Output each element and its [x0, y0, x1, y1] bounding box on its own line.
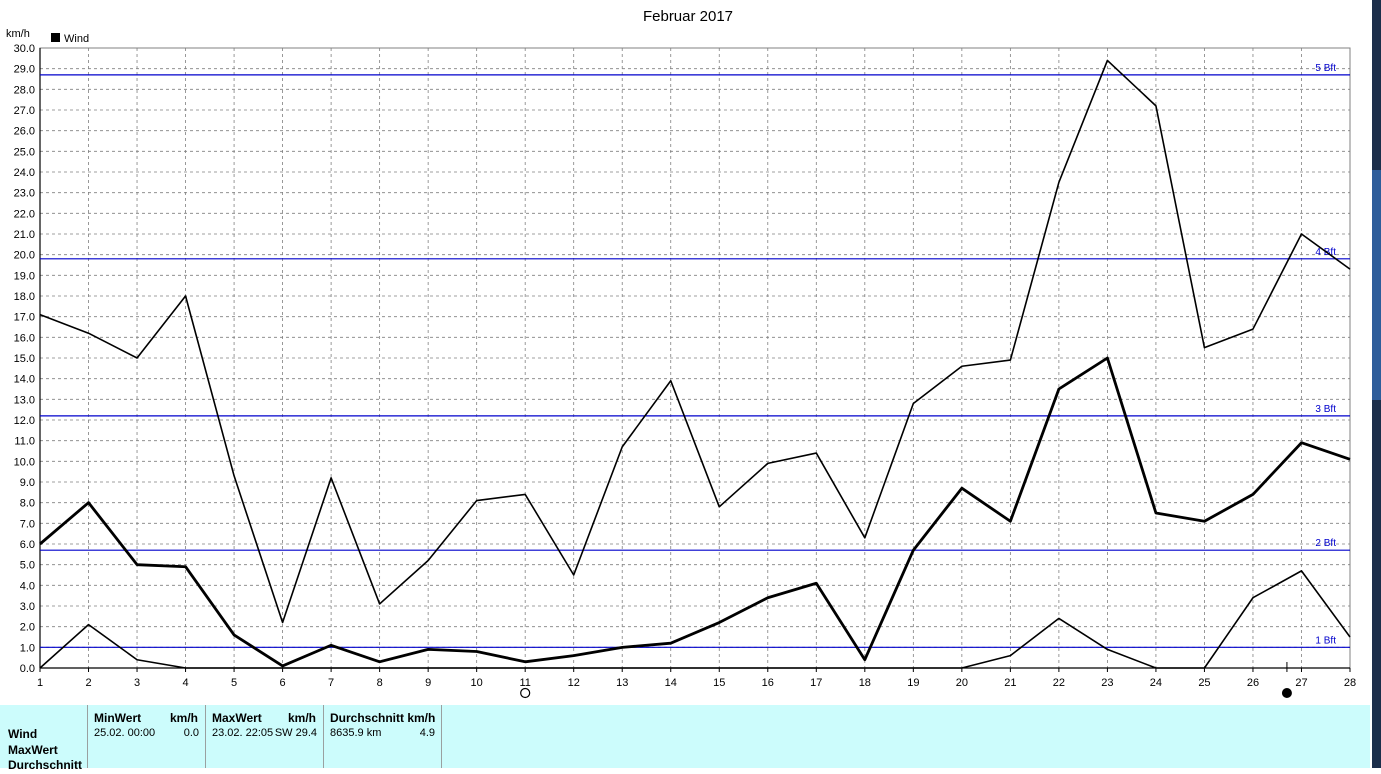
x-tick-label: 27: [1295, 677, 1307, 689]
x-tick-label: 3: [134, 677, 140, 689]
new-moon-icon: [1281, 688, 1292, 698]
stats-min-unit: km/h: [170, 711, 199, 725]
y-tick-label: 17.0: [14, 312, 35, 324]
y-tick-label: 22.0: [14, 208, 35, 220]
x-tick-label: 9: [425, 677, 431, 689]
full-moon-icon: [520, 687, 531, 699]
y-tick-label: 29.0: [14, 64, 35, 76]
y-tick-label: 10.0: [14, 456, 35, 468]
legend-label: Wind: [64, 33, 89, 45]
x-tick-label: 15: [713, 677, 725, 689]
wind-series-avg: [39, 356, 1351, 668]
y-tick-label: 27.0: [14, 105, 35, 117]
y-tick-label: 25.0: [14, 146, 35, 158]
y-tick-label: 14.0: [14, 374, 35, 386]
y-tick-label: 16.0: [14, 332, 35, 344]
y-tick-label: 1.0: [20, 642, 35, 654]
y-tick-label: 24.0: [14, 167, 35, 179]
stats-max-column: MaxWert km/h 23.02. 22:05 SW 29.4: [205, 705, 323, 768]
wind-series-max: [39, 59, 1351, 624]
stats-avg-header: Durchschnitt km/h: [330, 711, 436, 725]
y-tick-label: 13.0: [14, 394, 35, 406]
y-tick-label: 28.0: [14, 84, 35, 96]
y-tick-label: 11.0: [14, 436, 35, 448]
y-tick-label: 7.0: [20, 518, 35, 530]
chart-title: Februar 2017: [643, 8, 733, 25]
x-tick-label: 18: [859, 677, 871, 689]
x-tick-label: 4: [182, 677, 188, 689]
stats-avg-value: 4.9: [419, 727, 435, 739]
y-axis-unit: km/h: [6, 28, 30, 40]
x-tick-label: 10: [471, 677, 483, 689]
x-tick-label: 25: [1198, 677, 1210, 689]
stats-row-maxwert: MaxWert: [8, 742, 58, 757]
y-tick-label: 9.0: [20, 477, 35, 489]
stats-max-unit: km/h: [288, 711, 317, 725]
x-tick-label: 26: [1247, 677, 1259, 689]
x-tick-label: 21: [1004, 677, 1016, 689]
stats-min-date: 25.02. 00:00: [94, 727, 156, 739]
y-tick-label: 0.0: [20, 663, 35, 675]
x-tick-label: 23: [1101, 677, 1113, 689]
x-tick-label: 14: [665, 677, 677, 689]
x-tick-label: 5: [231, 677, 237, 689]
y-tick-label: 23.0: [14, 188, 35, 200]
x-tick-label: 28: [1344, 677, 1356, 689]
stats-max-header: MaxWert: [212, 711, 262, 725]
x-tick-label: 16: [762, 677, 774, 689]
x-tick-label: 11: [519, 677, 530, 689]
stats-min-value: 0.0: [183, 727, 199, 739]
stats-max-date: 23.02. 22:05: [212, 727, 274, 739]
x-tick-label: 12: [568, 677, 580, 689]
statistics-panel: Wind MaxWert Durchschnitt MinWert km/h 2…: [0, 705, 1370, 772]
y-tick-label: 6.0: [20, 539, 35, 551]
beaufort-label: 1 Bft: [1315, 635, 1336, 646]
stats-avg-column: Durchschnitt km/h 8635.9 km 4.9: [323, 705, 442, 768]
stats-row-labels: Wind MaxWert Durchschnitt: [8, 727, 82, 774]
y-tick-label: 26.0: [14, 126, 35, 138]
y-tick-label: 3.0: [20, 601, 35, 613]
stats-row-wind: Wind: [8, 727, 38, 741]
y-tick-label: 2.0: [20, 622, 35, 634]
window-edge-highlight: [1372, 170, 1381, 400]
x-tick-label: 13: [616, 677, 628, 689]
y-tick-label: 30.0: [14, 43, 35, 55]
y-tick-label: 18.0: [14, 291, 35, 303]
y-tick-label: 12.0: [14, 415, 35, 427]
y-tick-label: 21.0: [14, 229, 35, 241]
wind-series-min: [39, 570, 1351, 669]
window-edge-strip: [1370, 0, 1381, 768]
x-tick-label: 20: [956, 677, 968, 689]
y-tick-label: 5.0: [20, 560, 35, 572]
y-tick-label: 20.0: [14, 250, 35, 262]
x-tick-label: 6: [280, 677, 286, 689]
x-tick-label: 24: [1150, 677, 1162, 689]
y-tick-label: 8.0: [20, 498, 35, 510]
stats-row-durchschnitt: Durchschnitt: [8, 758, 83, 772]
y-tick-label: 4.0: [20, 580, 35, 592]
stats-min-header: MinWert: [94, 711, 142, 725]
x-tick-label: 1: [37, 677, 43, 689]
x-tick-label: 22: [1053, 677, 1065, 689]
x-tick-label: 17: [810, 677, 822, 689]
beaufort-label: 5 Bft: [1315, 63, 1336, 74]
stats-max-value: SW 29.4: [274, 727, 317, 739]
x-tick-label: 19: [907, 677, 919, 689]
stats-avg-distance: 8635.9 km: [330, 727, 382, 739]
x-tick-label: 7: [328, 677, 334, 689]
stats-min-column: MinWert km/h 25.02. 00:00 0.0: [87, 705, 205, 768]
legend-swatch: [51, 33, 60, 42]
y-tick-label: 15.0: [14, 353, 35, 365]
y-tick-label: 19.0: [14, 270, 35, 282]
x-tick-label: 2: [85, 677, 91, 689]
beaufort-label: 2 Bft: [1315, 538, 1336, 549]
x-tick-label: 8: [377, 677, 383, 689]
wind-chart: Februar 2017 km/h Wind 0.0 1.0 2.0 3.0 4.0 5.…: [6, 8, 1356, 699]
beaufort-label: 3 Bft: [1315, 404, 1336, 415]
